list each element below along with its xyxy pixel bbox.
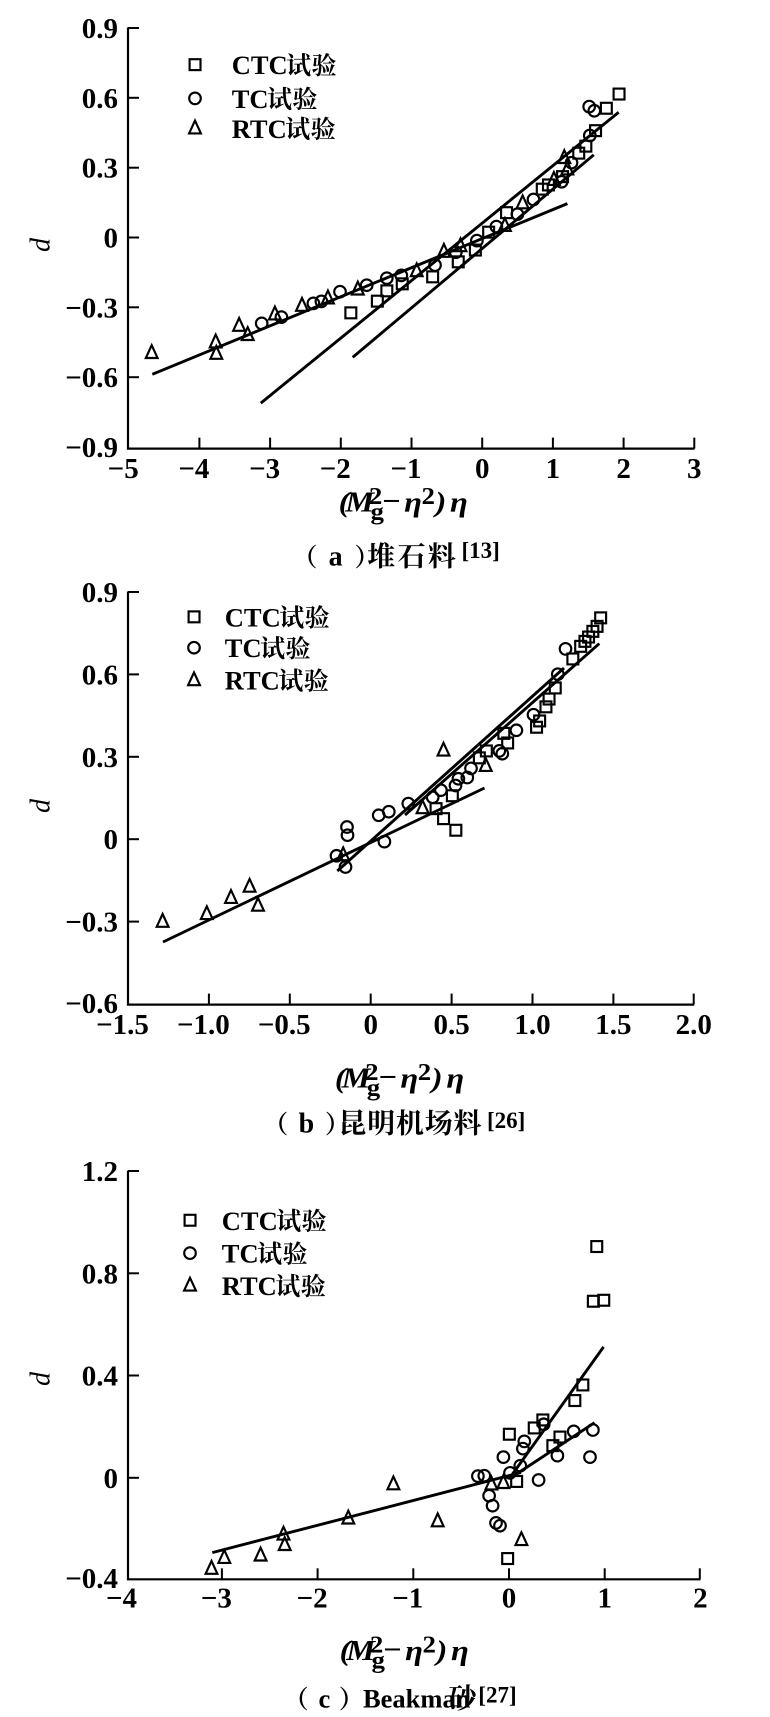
- svg-text:−5: −5: [108, 453, 139, 485]
- svg-text:0.8: 0.8: [82, 1258, 118, 1290]
- svg-text:0: 0: [104, 824, 119, 856]
- svg-text:2: 2: [365, 1058, 378, 1085]
- svg-text:η: η: [404, 486, 422, 518]
- svg-text:RTC: RTC: [225, 666, 280, 696]
- svg-text:a: a: [329, 542, 343, 573]
- svg-text:1.0: 1.0: [514, 1009, 550, 1041]
- svg-text:−0.6: −0.6: [65, 362, 118, 394]
- svg-text:−: −: [379, 1061, 397, 1093]
- svg-text:(: (: [335, 1062, 349, 1094]
- svg-text:): ): [429, 1062, 443, 1094]
- svg-text:M: M: [345, 1635, 377, 1667]
- svg-text:−2: −2: [320, 453, 351, 485]
- svg-text:−0.5: −0.5: [258, 1009, 311, 1041]
- svg-text:2.0: 2.0: [676, 1009, 712, 1041]
- svg-text:[26]: [26]: [487, 1108, 525, 1133]
- svg-text:0.3: 0.3: [82, 742, 118, 774]
- svg-text:−0.3: −0.3: [65, 292, 118, 324]
- svg-text:η: η: [400, 1062, 418, 1094]
- svg-text:0.3: 0.3: [82, 153, 118, 185]
- svg-text:0.5: 0.5: [433, 1009, 469, 1041]
- svg-text:[13]: [13]: [462, 538, 500, 563]
- svg-text:−1.5: −1.5: [96, 1009, 149, 1041]
- svg-text:−0.6: −0.6: [65, 988, 118, 1020]
- svg-text:2: 2: [369, 482, 382, 509]
- svg-text:0: 0: [363, 1009, 378, 1041]
- svg-text:2: 2: [418, 1058, 431, 1085]
- svg-text:b: b: [299, 1109, 315, 1140]
- svg-text:−0.9: −0.9: [65, 432, 118, 464]
- svg-text:0: 0: [104, 1463, 119, 1495]
- svg-text:2: 2: [421, 482, 434, 509]
- svg-text:−3: −3: [249, 453, 280, 485]
- svg-text:3: 3: [687, 453, 702, 485]
- svg-text:−0.4: −0.4: [65, 1563, 118, 1595]
- svg-text:g: g: [371, 498, 385, 525]
- svg-text:η: η: [405, 1635, 423, 1667]
- svg-text:RTC: RTC: [232, 114, 287, 144]
- svg-text:0.6: 0.6: [82, 83, 118, 115]
- svg-text:η: η: [446, 1062, 464, 1094]
- svg-text:2: 2: [693, 1583, 708, 1615]
- svg-text:−: −: [383, 1634, 401, 1666]
- svg-text:d: d: [26, 1371, 57, 1386]
- svg-text:M: M: [341, 1062, 373, 1094]
- svg-text:): ): [433, 1635, 447, 1667]
- svg-text:−4: −4: [178, 453, 209, 485]
- svg-text:−1.0: −1.0: [177, 1009, 230, 1041]
- svg-text:−4: −4: [106, 1583, 137, 1615]
- svg-text:CTC: CTC: [225, 602, 281, 632]
- svg-text:η: η: [451, 1635, 469, 1667]
- svg-text:(: (: [340, 1635, 354, 1667]
- svg-text:2: 2: [616, 453, 631, 485]
- svg-text:1: 1: [597, 1583, 612, 1615]
- svg-text:0: 0: [475, 453, 490, 485]
- svg-text:): ): [432, 486, 446, 518]
- svg-text:0.4: 0.4: [82, 1361, 118, 1393]
- svg-text:0.9: 0.9: [82, 577, 118, 609]
- svg-text:(: (: [339, 486, 353, 518]
- svg-text:0.6: 0.6: [82, 659, 118, 691]
- svg-text:2: 2: [422, 1631, 435, 1658]
- svg-text:2: 2: [370, 1631, 383, 1658]
- svg-text:−3: −3: [201, 1583, 232, 1615]
- svg-text:1.5: 1.5: [595, 1009, 631, 1041]
- svg-text:0: 0: [104, 223, 119, 255]
- svg-text:CTC: CTC: [232, 50, 288, 80]
- svg-text:0.9: 0.9: [82, 13, 118, 45]
- svg-text:−0.3: −0.3: [65, 907, 118, 939]
- svg-text:c: c: [319, 1684, 331, 1714]
- svg-text:−2: −2: [297, 1583, 328, 1615]
- svg-text:TC: TC: [225, 633, 262, 663]
- svg-text:−1: −1: [392, 1583, 423, 1615]
- svg-text:M: M: [344, 486, 376, 518]
- svg-text:TC: TC: [232, 84, 269, 114]
- svg-text:η: η: [450, 486, 468, 518]
- svg-text:[27]: [27]: [478, 1683, 516, 1708]
- svg-text:0: 0: [502, 1583, 517, 1615]
- svg-text:RTC: RTC: [222, 1271, 277, 1301]
- svg-text:−: −: [382, 485, 400, 517]
- svg-text:d: d: [26, 237, 57, 252]
- svg-text:1.2: 1.2: [82, 1156, 118, 1188]
- svg-text:1: 1: [546, 453, 561, 485]
- svg-text:g: g: [367, 1074, 381, 1101]
- svg-text:−1: −1: [390, 453, 421, 485]
- svg-text:g: g: [372, 1646, 386, 1673]
- svg-text:CTC: CTC: [222, 1206, 278, 1236]
- svg-text:d: d: [26, 798, 57, 813]
- svg-text:TC: TC: [222, 1239, 259, 1269]
